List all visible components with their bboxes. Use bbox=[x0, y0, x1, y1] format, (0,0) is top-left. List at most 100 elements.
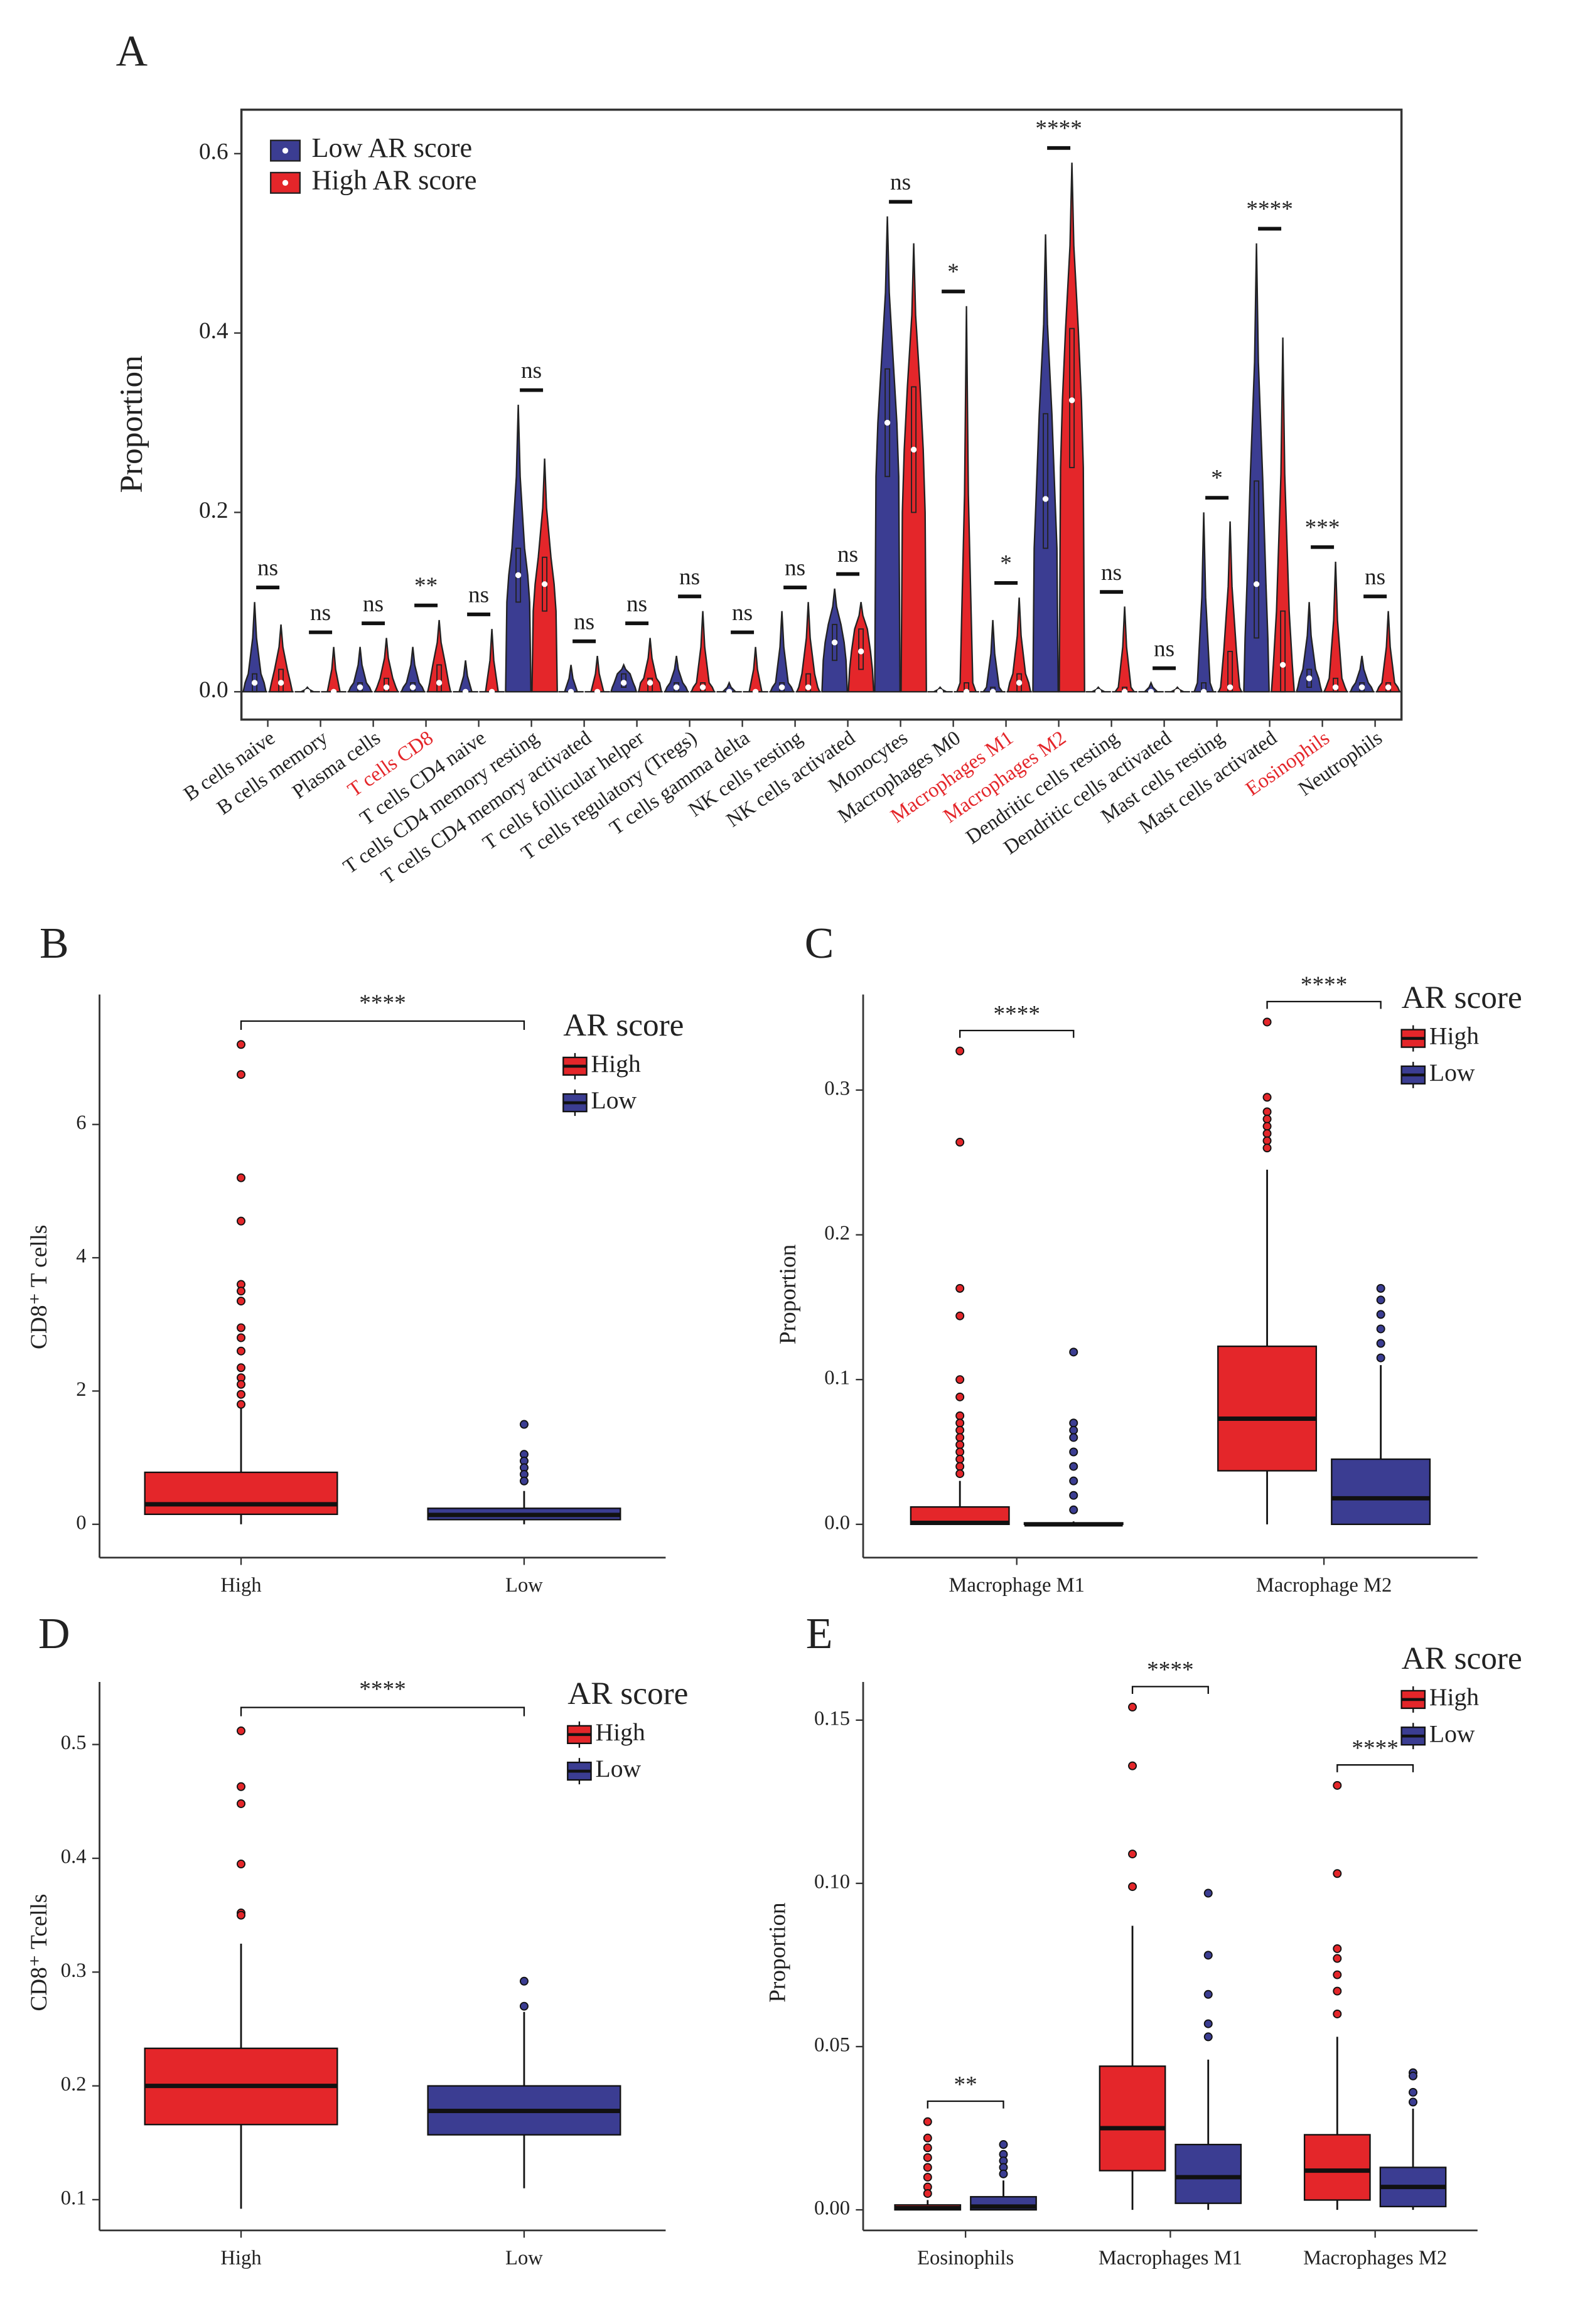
panel-label: B bbox=[40, 919, 69, 968]
box bbox=[1303, 2134, 1371, 2201]
violin-box bbox=[1043, 413, 1049, 549]
significance-label: ns bbox=[1154, 636, 1174, 661]
median-dot bbox=[488, 688, 495, 695]
violin-box bbox=[621, 673, 627, 688]
median-dot bbox=[1095, 688, 1102, 695]
significance-label: ns bbox=[785, 555, 805, 581]
legend-title: AR score bbox=[1402, 1641, 1522, 1676]
outlier bbox=[237, 1297, 246, 1306]
y-tick-label: 4 bbox=[76, 1245, 86, 1268]
median-dot bbox=[1042, 496, 1049, 502]
outlier bbox=[237, 1910, 246, 1920]
significance-label: ns bbox=[732, 600, 753, 626]
outlier bbox=[237, 1782, 246, 1791]
median-dot bbox=[647, 680, 653, 686]
violin bbox=[1270, 337, 1296, 693]
violin bbox=[1058, 163, 1085, 693]
median-dot bbox=[1358, 684, 1365, 690]
median-dot bbox=[1227, 684, 1233, 690]
outlier bbox=[1203, 1989, 1213, 1999]
violin-box bbox=[1227, 651, 1233, 693]
outlier bbox=[1376, 1283, 1385, 1293]
outlier bbox=[519, 1976, 529, 1986]
outlier bbox=[1262, 1129, 1272, 1138]
outlier bbox=[237, 1070, 246, 1079]
outlier bbox=[1128, 1761, 1137, 1770]
y-axis-label: Proportion bbox=[775, 1244, 801, 1344]
outlier bbox=[1376, 1339, 1385, 1348]
median-dot bbox=[1306, 675, 1313, 682]
outlier bbox=[237, 1040, 246, 1049]
violin bbox=[1032, 234, 1059, 693]
outlier bbox=[1069, 1425, 1078, 1435]
outlier bbox=[955, 1046, 965, 1056]
outlier bbox=[237, 1379, 246, 1389]
violin bbox=[374, 638, 399, 693]
violin bbox=[637, 638, 663, 693]
violin-box bbox=[647, 677, 653, 693]
violin bbox=[743, 646, 768, 693]
outlier bbox=[955, 1283, 965, 1293]
outlier bbox=[1262, 1122, 1272, 1131]
significance-label: ns bbox=[1365, 564, 1385, 590]
median-dot bbox=[541, 581, 548, 587]
significance-label: * bbox=[947, 259, 959, 285]
median-dot bbox=[409, 684, 416, 690]
median-dot bbox=[357, 684, 363, 690]
y-tick-label: 0.4 bbox=[61, 1845, 87, 1868]
y-tick-label: 0.05 bbox=[814, 2033, 850, 2056]
violin-box bbox=[1069, 328, 1075, 468]
legend-label: High AR score bbox=[311, 164, 476, 195]
outlier bbox=[1069, 1347, 1078, 1357]
median-dot bbox=[884, 419, 891, 426]
panel-label: A bbox=[116, 28, 148, 76]
y-tick-label: 0.2 bbox=[61, 2073, 87, 2096]
violin bbox=[980, 619, 1006, 693]
significance-label: * bbox=[1000, 550, 1012, 576]
violin bbox=[795, 602, 821, 693]
median-dot bbox=[1068, 397, 1075, 404]
violin bbox=[321, 646, 347, 693]
outlier bbox=[955, 1311, 965, 1320]
median-dot bbox=[1385, 684, 1392, 690]
outlier bbox=[1333, 1970, 1342, 1979]
violin bbox=[690, 611, 716, 693]
median-dot bbox=[1200, 688, 1207, 695]
x-tick-label: Macrophages M2 bbox=[1303, 2247, 1447, 2269]
violin bbox=[1112, 606, 1137, 693]
median-dot bbox=[383, 684, 390, 690]
median-dot bbox=[277, 680, 284, 686]
legend-label: Low AR score bbox=[311, 132, 472, 163]
median-dot bbox=[304, 688, 311, 695]
y-tick-label: 0.3 bbox=[824, 1077, 850, 1100]
violin bbox=[900, 243, 927, 693]
outlier bbox=[1262, 1017, 1272, 1027]
legend-dot bbox=[282, 147, 289, 154]
outlier bbox=[237, 1400, 246, 1409]
legend-label: High bbox=[596, 1718, 645, 1746]
significance-label: ns bbox=[521, 358, 542, 383]
y-tick-label: 0.4 bbox=[199, 318, 228, 344]
median-dot bbox=[1174, 688, 1181, 695]
significance-label: ** bbox=[414, 573, 438, 599]
outlier bbox=[1069, 1433, 1078, 1442]
significance-label: ns bbox=[363, 591, 384, 617]
median-dot bbox=[726, 688, 733, 695]
outlier bbox=[237, 1216, 246, 1226]
violin bbox=[610, 663, 638, 693]
violin bbox=[531, 458, 558, 693]
outlier bbox=[1409, 2087, 1418, 2097]
violin bbox=[1191, 512, 1217, 693]
y-tick-label: 0.5 bbox=[61, 1732, 87, 1754]
outlier bbox=[1128, 1882, 1137, 1892]
median-dot bbox=[699, 684, 706, 690]
outlier bbox=[237, 1287, 246, 1296]
violin-box bbox=[805, 673, 812, 693]
outlier bbox=[1409, 2097, 1418, 2107]
significance-label: ns bbox=[626, 591, 647, 617]
significance-label: *** bbox=[1305, 515, 1340, 540]
outlier bbox=[519, 1420, 529, 1429]
legend-label: Low bbox=[1429, 1059, 1475, 1086]
box bbox=[144, 1471, 338, 1516]
